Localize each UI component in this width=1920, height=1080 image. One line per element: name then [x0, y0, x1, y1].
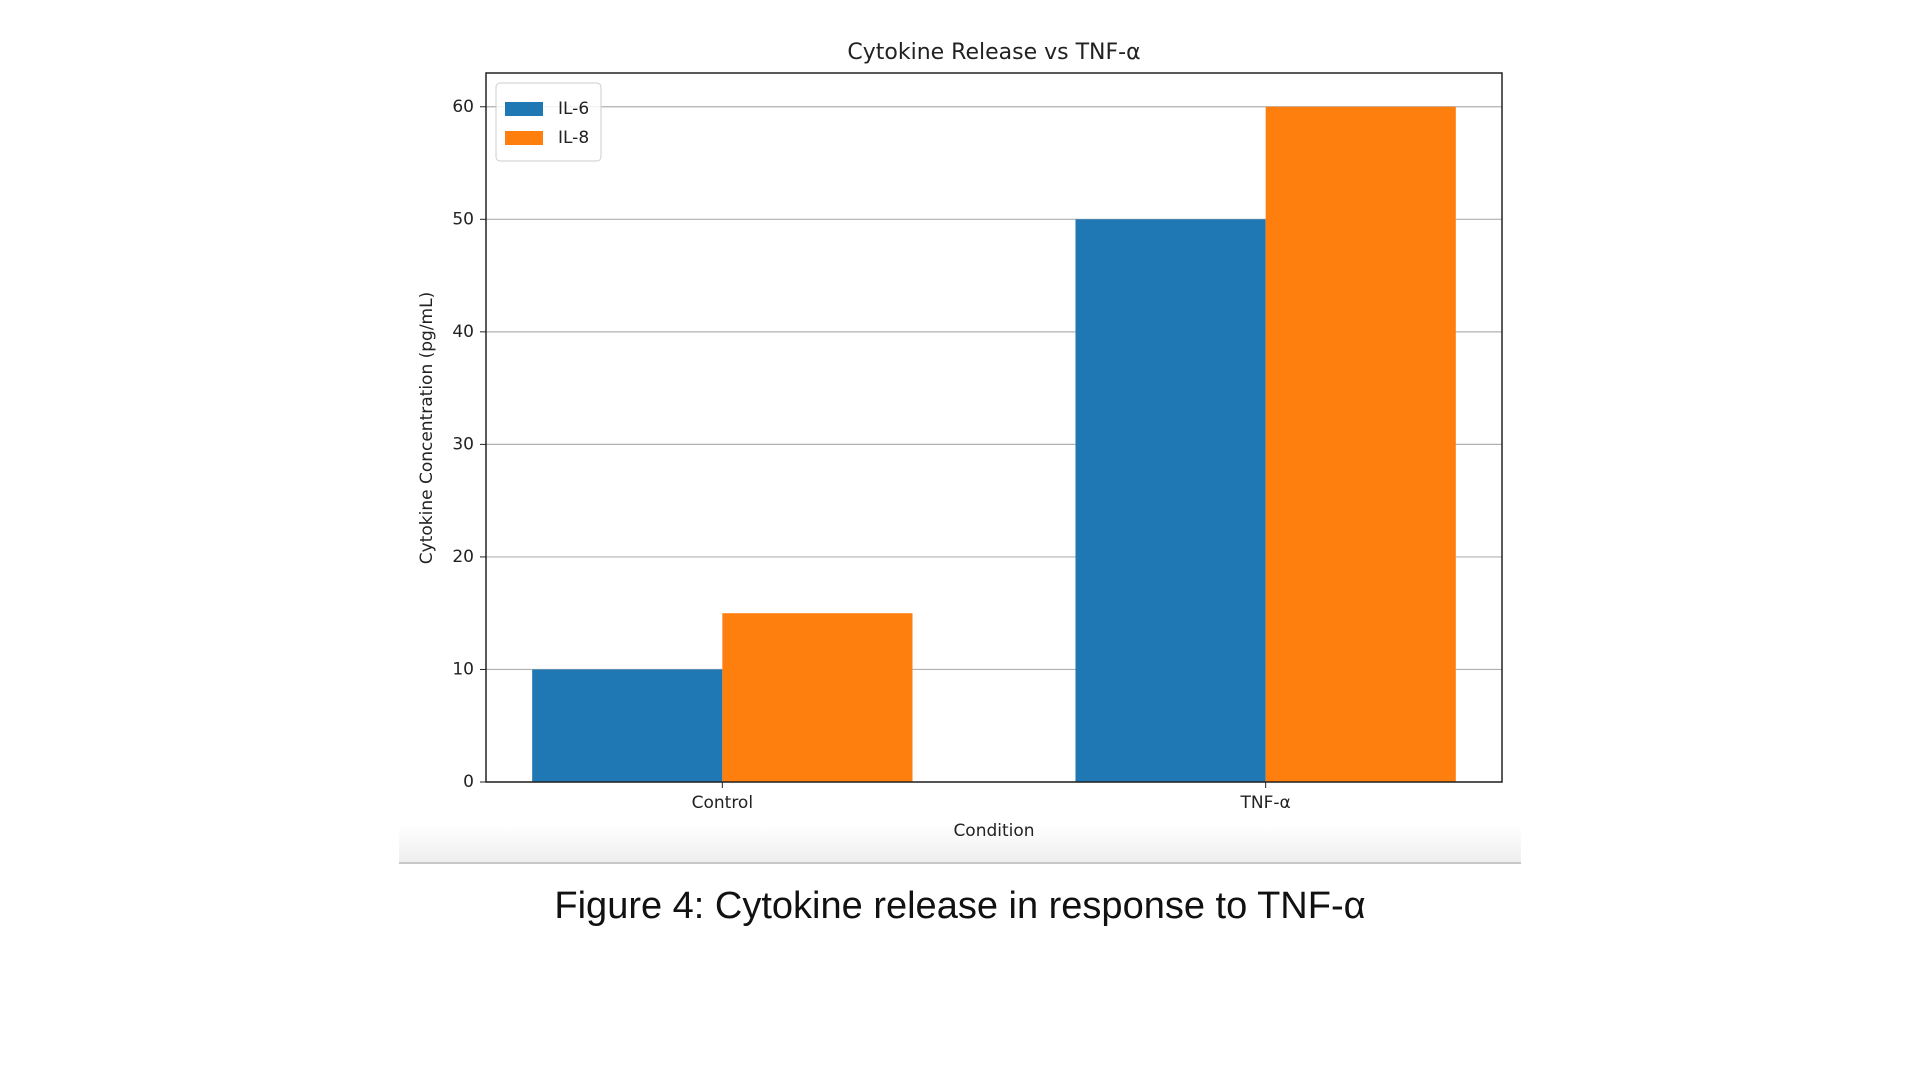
x-tick-label: Control: [692, 793, 753, 813]
y-tick-label: 20: [452, 547, 474, 567]
plot-frame: [485, 72, 1503, 783]
y-tick-label: 10: [452, 659, 474, 679]
bar: [1265, 106, 1456, 782]
y-tick-label: 50: [452, 209, 474, 229]
legend-box: [495, 82, 602, 162]
legend-swatch: [505, 102, 543, 116]
y-tick-label: 0: [463, 772, 474, 792]
panel-shade: [399, 825, 1521, 863]
y-tick-label: 40: [452, 322, 474, 342]
bar: [722, 613, 913, 782]
y-tick-label: 30: [452, 434, 474, 454]
y-tick-label: 60: [452, 97, 474, 117]
bar: [532, 669, 723, 782]
y-axis-label: Cytokine Concentration (pg/mL): [417, 292, 437, 564]
x-tick-label: TNF-α: [1240, 793, 1291, 813]
chart: Cytokine Release vs TNF-α Condition Cyto…: [399, 40, 1521, 864]
legend-swatch: [505, 131, 543, 145]
figure-caption: Figure 4: Cytokine release in response t…: [554, 885, 1366, 927]
x-axis-label: Condition: [953, 821, 1034, 841]
legend-label: IL-6: [558, 99, 589, 119]
legend: IL-6 IL-8: [495, 82, 602, 162]
bar: [1075, 219, 1266, 783]
chart-title: Cytokine Release vs TNF-α: [847, 40, 1140, 65]
legend-label: IL-8: [558, 128, 589, 148]
